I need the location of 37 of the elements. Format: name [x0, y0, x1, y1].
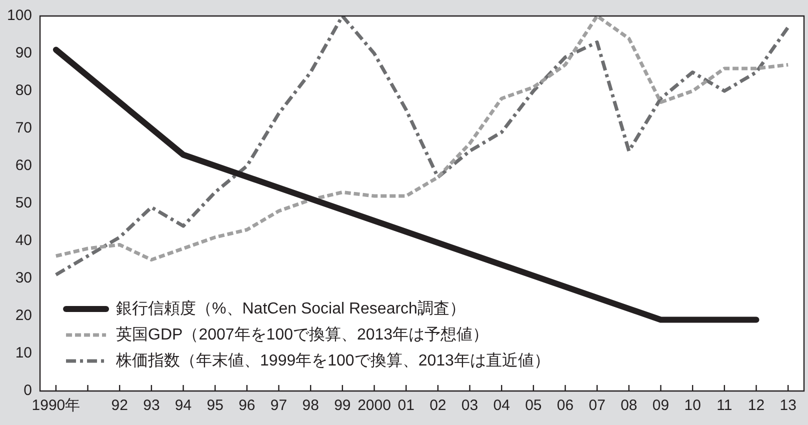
y-tick-label: 80 [15, 82, 32, 100]
x-tick-label: 12 [748, 397, 765, 414]
y-tick-label: 0 [24, 382, 32, 400]
x-tick-label: 2000 [358, 397, 391, 414]
x-tick-label: 97 [270, 397, 288, 414]
x-tick-label: 09 [652, 397, 670, 414]
x-tick-label: 92 [111, 397, 128, 414]
y-tick-label: 30 [15, 270, 32, 287]
x-tick-label: 02 [430, 397, 446, 414]
legend-label: 銀行信頼度（%、NatCen Social Research調査） [116, 299, 466, 318]
x-tick-label: 99 [334, 397, 351, 414]
x-tick-label: 01 [398, 397, 414, 414]
x-tick-label: 03 [461, 397, 478, 414]
x-tick-label: 10 [684, 397, 701, 414]
x-tick-label: 93 [143, 397, 160, 414]
x-tick-label: 95 [206, 397, 224, 414]
x-tick-label: 07 [588, 397, 606, 414]
x-tick-label: 94 [174, 397, 192, 414]
x-tick-label: 98 [302, 397, 319, 414]
x-tick-label: 13 [780, 397, 796, 414]
x-tick-label: 04 [493, 397, 510, 414]
y-tick-label: 50 [15, 194, 32, 212]
x-tick-label: 96 [238, 397, 256, 414]
legend-label: 英国GDP（2007年を100で換算、2013年は予想値） [116, 325, 489, 344]
x-tick-label: 08 [620, 397, 638, 414]
y-tick-label: 60 [15, 157, 32, 174]
x-tick-label: 1990年 [32, 397, 80, 414]
y-tick-label: 10 [15, 344, 32, 362]
y-tick-label: 90 [15, 44, 32, 62]
x-tick-label: 05 [525, 397, 542, 414]
y-tick-label: 70 [15, 120, 32, 137]
legend-label: 株価指数（年末値、1999年を100で換算、2013年は直近値） [115, 351, 550, 370]
x-tick-label: 06 [556, 397, 574, 414]
y-tick-label: 40 [15, 232, 32, 250]
y-tick-label: 100 [6, 7, 32, 24]
y-tick-label: 20 [15, 307, 32, 324]
x-tick-label: 11 [716, 397, 732, 414]
